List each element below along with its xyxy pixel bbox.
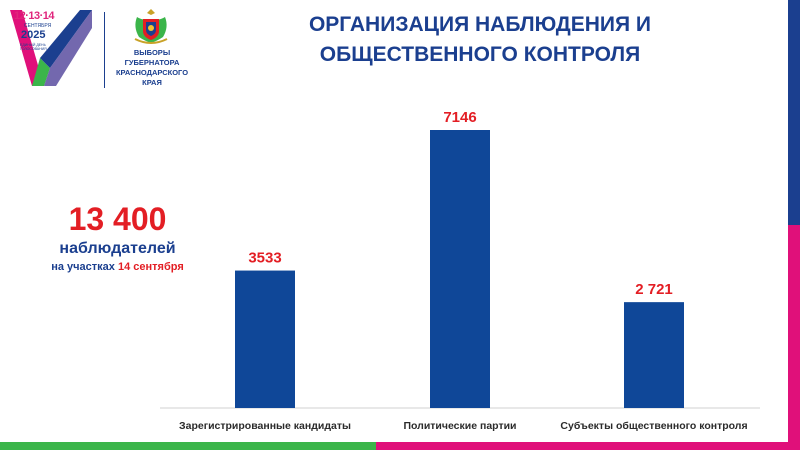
total-value: 13 400: [68, 201, 167, 237]
total-subtitle-date: 14 сентября: [117, 261, 184, 273]
page-title: ОРГАНИЗАЦИЯ НАБЛЮДЕНИЯ И ОБЩЕСТВЕННОГО К…: [270, 10, 690, 70]
category-label-2: Политические партии: [403, 420, 516, 432]
logo-year: 2025: [21, 29, 46, 41]
logo-dates: 12·13·14: [14, 10, 55, 22]
bottom-stripe-pink: [376, 442, 800, 450]
checkmark-v-icon: [10, 10, 92, 86]
title-line-2: ОБЩЕСТВЕННОГО КОНТРОЛЯ: [319, 43, 641, 66]
total-label: наблюдателей: [59, 240, 176, 257]
edge-stripe-gap: [782, 0, 788, 450]
elections-label: ВЫБОРЫ ГУБЕРНАТОРА КРАСНОДАРСКОГО КРАЯ: [115, 48, 189, 87]
edge-stripe-blue: [788, 0, 800, 225]
edge-stripe-pink: [788, 225, 800, 450]
bar-3: [624, 302, 684, 408]
bar-1: [235, 270, 295, 408]
title-line-1: ОРГАНИЗАЦИЯ НАБЛЮДЕНИЯ И: [308, 13, 652, 36]
bar-value-label-3: 2 721: [635, 281, 673, 298]
total-subtitle: на участках 14 сентября: [40, 260, 195, 275]
election-logo: 12·13·14 СЕНТЯБРЯ 2025 ЕДИНЫЙ ДЕНЬ ГОЛОС…: [10, 8, 100, 90]
bar-value-label-1: 3533: [248, 250, 281, 267]
logo-divider: [104, 12, 105, 88]
category-label-3: Субъекты общественного контроля: [560, 420, 747, 432]
bar-value-label-2: 7146: [443, 109, 476, 126]
bottom-stripe-green: [0, 442, 376, 450]
bar-2: [430, 130, 490, 408]
total-summary: 13 400 наблюдателей на участках 14 сентя…: [40, 200, 195, 275]
category-label-1: Зарегистрированные кандидаты: [179, 420, 351, 432]
total-subtitle-prefix: на участках: [51, 261, 115, 273]
coat-of-arms-icon: [134, 9, 168, 44]
logo-month: СЕНТЯБРЯ: [24, 23, 52, 29]
logo-small-text: ЕДИНЫЙ ДЕНЬ ГОЛОСОВАНИЯ: [20, 43, 47, 51]
